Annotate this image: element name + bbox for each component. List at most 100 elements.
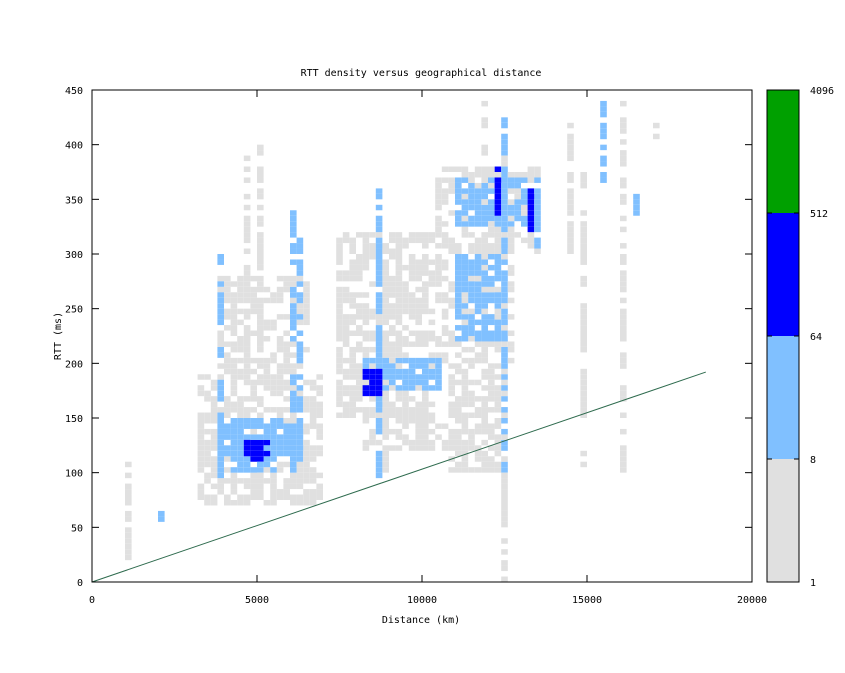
heatmap-cell [362,232,370,238]
heatmap-cell [230,325,238,331]
y-tick-label: 400 [65,141,83,152]
heatmap-cell [474,456,482,462]
heatmap-cell [501,368,508,375]
heatmap-cell [415,336,422,342]
heatmap-cell [243,434,251,440]
heatmap-cell [250,428,257,435]
heatmap-cell [243,281,251,287]
heatmap-cell [494,325,502,331]
heatmap-cell [243,445,251,451]
heatmap-cell [474,341,482,347]
heatmap-cell [620,456,627,462]
x-tick-label: 5000 [245,595,269,606]
heatmap-cell [620,352,627,358]
heatmap-cell [507,281,515,287]
heatmap-cell [501,483,508,490]
heatmap-cell [303,286,310,293]
heatmap-cell [494,374,502,380]
heatmap-cell [257,308,264,315]
heatmap-cell [243,341,251,347]
heatmap-cell [481,122,488,129]
heatmap-cell [481,150,488,156]
heatmap-cell [237,346,244,353]
heatmap-cell [567,237,574,244]
heatmap-cell [309,494,317,500]
heatmap-cell [481,221,488,227]
heatmap-cell [408,368,416,375]
heatmap-cell [580,172,587,178]
heatmap-cell [283,396,290,402]
heatmap-cell [303,401,310,408]
heatmap-cell [514,182,521,189]
heatmap-cell [422,445,429,451]
heatmap-cell [501,182,508,189]
heatmap-cell [507,330,515,336]
heatmap-cell [461,418,469,424]
heatmap-cell [309,407,317,413]
heatmap-cell [474,248,482,254]
heatmap-cell [501,144,508,151]
heatmap-cell [210,439,218,446]
heatmap-cell [435,434,442,440]
heatmap-cell [461,232,469,238]
heatmap-cell [521,172,528,178]
heatmap-cell [455,270,462,276]
heatmap-cell [197,385,205,391]
heatmap-cell [296,292,304,298]
heatmap-cell [402,368,409,375]
heatmap-cell [488,390,495,397]
heatmap-cell [455,428,462,435]
heatmap-cell [230,483,238,490]
heatmap-cell [435,177,442,183]
heatmap-cell [395,341,403,347]
y-tick-label: 50 [71,523,83,534]
heatmap-cell [474,275,482,282]
heatmap-cell [455,434,462,440]
heatmap-cell [501,390,508,397]
heatmap-cell [415,297,422,304]
heatmap-cell [375,248,383,254]
heatmap-cell [481,423,488,429]
heatmap-cell [303,500,310,506]
heatmap-cell [620,281,627,287]
heatmap-cell [356,264,363,271]
heatmap-cell [217,439,224,446]
heatmap-cell [534,166,541,172]
x-tick-label: 0 [89,595,95,606]
heatmap-cell [534,188,541,194]
heatmap-cell [488,330,495,336]
heatmap-cell [250,330,257,336]
heatmap-cell [210,428,218,435]
heatmap-cell [567,210,574,216]
heatmap-cell [521,215,528,222]
heatmap-cell [422,434,429,440]
heatmap-cell [507,204,515,211]
heatmap-cell [435,254,442,260]
heatmap-cell [481,210,488,216]
heatmap-cell [290,325,297,331]
heatmap-cell [448,401,455,408]
heatmap-cell [402,374,409,380]
heatmap-cell [276,314,284,320]
heatmap-cell [356,346,363,353]
heatmap-cell [441,330,449,336]
heatmap-cell [382,264,389,271]
heatmap-cell [309,445,317,451]
heatmap-cell [309,423,317,429]
heatmap-cell [375,450,383,457]
heatmap-cell [402,281,409,287]
heatmap-cell [217,292,224,298]
heatmap-cell [422,363,429,369]
heatmap-cell [296,357,304,364]
heatmap-cell [461,330,469,336]
heatmap-cells [125,100,660,582]
heatmap-cell [296,330,304,336]
heatmap-cell [461,428,469,435]
heatmap-cell [455,264,462,271]
heatmap-cell [408,363,416,369]
heatmap-cell [230,467,238,473]
heatmap-cell [507,357,515,364]
heatmap-cell [257,396,264,402]
heatmap-cell [448,363,455,369]
heatmap-cell [369,374,376,380]
